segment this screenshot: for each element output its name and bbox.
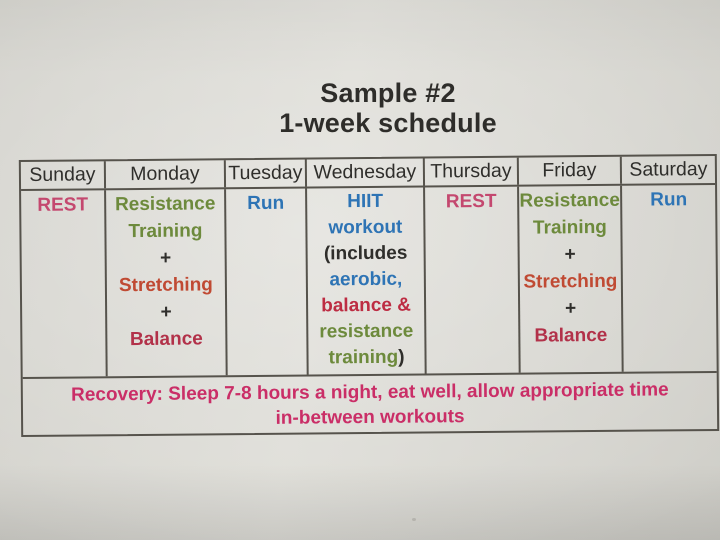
cell-line: + <box>520 295 621 323</box>
day-header-sunday: Sunday <box>20 161 107 190</box>
day-cell-tuesday: Run <box>226 188 309 376</box>
cell-text-segment: Resistance <box>114 193 216 216</box>
cell-text-segment: + <box>564 244 576 266</box>
day-header-tuesday: Tuesday <box>225 159 308 188</box>
cell-text-segment: Stretching <box>523 270 618 293</box>
cell-line: + <box>107 244 225 272</box>
cell-text-segment: training <box>328 346 399 369</box>
day-cell-wednesday: HIIT workout (includes aerobic, balance & res… <box>307 187 427 375</box>
cell-line: training) <box>308 345 424 372</box>
day-cell-sunday: REST <box>21 190 108 378</box>
cell-line: (includes <box>308 241 424 268</box>
cell-line: Balance <box>520 322 621 350</box>
cell-text-segment: ) <box>398 346 405 368</box>
cell-line: Run <box>226 190 305 218</box>
cell-line: Stretching <box>107 271 225 299</box>
cell-text-segment: resistance <box>319 320 414 343</box>
cell-text-segment: + <box>160 301 172 323</box>
cell-line: Balance <box>107 325 225 353</box>
cell-text-segment: balance & <box>321 294 412 317</box>
cell-line: Stretching <box>520 268 621 296</box>
cell-line: workout <box>307 215 423 242</box>
cell-text-segment: REST <box>37 194 89 216</box>
cell-text-segment: Training <box>532 216 607 239</box>
cell-line: Training <box>519 214 620 242</box>
cell-line: Training <box>106 217 224 245</box>
day-header-friday: Friday <box>518 156 623 185</box>
day-cell-thursday: REST <box>425 186 521 374</box>
cell-line: REST <box>425 188 517 216</box>
cell-line: balance & <box>308 293 424 320</box>
recovery-note: Recovery: Sleep 7-8 hours a night, eat w… <box>23 373 717 435</box>
document-title: Sample #2 1-week schedule <box>56 78 720 138</box>
day-header-monday: Monday <box>105 160 227 189</box>
title-line-2: 1-week schedule <box>279 108 497 138</box>
day-header-thursday: Thursday <box>424 157 520 186</box>
schedule-table: Sunday Monday Tuesday Wednesday Thursday… <box>18 153 720 438</box>
cell-text-segment: aerobic, <box>329 268 403 291</box>
cell-line: HIIT <box>307 189 423 216</box>
cell-text-segment: Stretching <box>118 274 213 297</box>
cell-text-segment: Run <box>650 189 688 211</box>
cell-line: + <box>520 241 621 269</box>
cell-line: REST <box>21 191 104 219</box>
day-cell-saturday: Run <box>622 185 717 372</box>
day-header-saturday: Saturday <box>629 158 708 181</box>
cell-text-segment: Balance <box>129 328 203 351</box>
cell-line: Resistance <box>106 190 224 218</box>
cell-line: resistance <box>308 319 424 346</box>
cell-text-segment: Resistance <box>519 189 620 212</box>
cell-text-segment: (includes <box>323 242 408 265</box>
cell-text-segment: Training <box>128 220 203 243</box>
day-cell-monday: Resistance Training + Stretching + Balance <box>106 189 228 377</box>
cell-text-segment: + <box>160 247 172 269</box>
cell-text-segment: + <box>564 298 577 320</box>
cell-text-segment: Run <box>247 192 285 215</box>
title-line-1: Sample #2 <box>320 78 456 108</box>
paper-speck-artifact <box>412 518 416 521</box>
cell-text-segment: Balance <box>534 324 608 347</box>
workout-body-row: REST Resistance Training + Stretching + Balan… <box>21 184 717 380</box>
day-header-wednesday: Wednesday <box>306 158 426 187</box>
cell-text-segment: workout <box>328 216 403 239</box>
cell-text-segment: REST <box>445 190 497 213</box>
cell-line: Resistance <box>519 187 620 215</box>
cell-line: aerobic, <box>308 267 424 294</box>
day-cell-friday: Resistance Training + Stretching + Balance <box>519 185 624 373</box>
cell-text-segment: HIIT <box>347 190 384 213</box>
cell-line: + <box>107 298 225 326</box>
cell-line: Run <box>622 186 715 214</box>
